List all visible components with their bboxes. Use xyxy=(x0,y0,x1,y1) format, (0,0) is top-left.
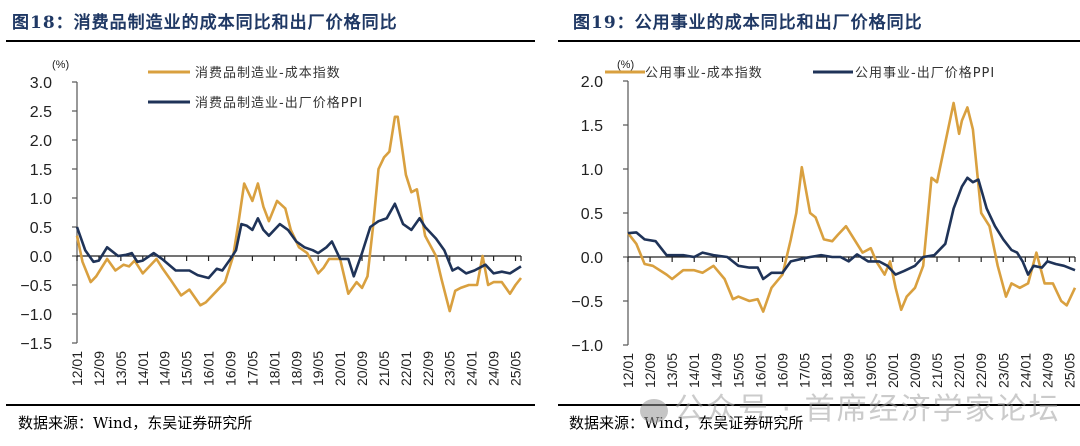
x-tick-label: 20/09 xyxy=(907,353,923,388)
x-tick-label: 18/09 xyxy=(288,351,304,386)
y-tick-label: 2.5 xyxy=(30,104,52,121)
source-divider xyxy=(558,404,1080,406)
x-tick-label: 25/05 xyxy=(508,351,524,386)
x-tick-label: 22/01 xyxy=(951,353,967,388)
y-tick-label: 0.5 xyxy=(30,220,52,237)
x-tick-label: 17/05 xyxy=(797,353,813,388)
x-tick-label: 14/01 xyxy=(135,351,151,386)
x-tick-label: 22/09 xyxy=(973,353,989,388)
source-note: 数据来源：Wind，东吴证券研究所 xyxy=(18,414,253,432)
y-tick-label: 2.0 xyxy=(30,133,52,150)
x-tick-label: 16/01 xyxy=(752,353,768,388)
x-tick-label: 12/09 xyxy=(642,353,658,388)
cost-index-line xyxy=(626,101,1077,313)
x-tick-label: 20/01 xyxy=(332,351,348,386)
x-tick-label: 24/09 xyxy=(486,351,502,386)
x-tick-label: 25/05 xyxy=(1061,353,1077,388)
x-tick-label: 14/09 xyxy=(708,353,724,388)
x-tick-label: 20/09 xyxy=(354,351,370,386)
figure-19-panel: 图19：公用事业的成本同比和出厂价格同比 2.0 1.5 1.0 0.5 0.0 −0.5… xyxy=(545,0,1080,446)
y-tick-label: −0.5 xyxy=(571,294,603,311)
x-tick-label: 23/05 xyxy=(442,351,458,386)
x-tick-label: 16/01 xyxy=(201,351,217,386)
y-tick-label: 3.0 xyxy=(30,75,52,92)
x-tick-label: 13/05 xyxy=(664,353,680,388)
x-tick-label: 14/01 xyxy=(686,353,702,388)
legend-label: 消费品制造业-出厂价格PPI xyxy=(195,95,363,111)
x-tick-label: 16/09 xyxy=(775,353,791,388)
legend-label: 公用事业-出厂价格PPI xyxy=(855,65,995,81)
source-note: 数据来源：Wind，东吴证券研究所 xyxy=(569,414,804,432)
title-divider xyxy=(558,40,1080,42)
x-tick-label: 13/05 xyxy=(113,351,129,386)
y-tick-label: −1.0 xyxy=(571,338,603,355)
y-tick-label: 0.0 xyxy=(581,250,603,267)
y-tick-label: −1.0 xyxy=(20,307,52,324)
x-tick-label: 18/09 xyxy=(841,353,857,388)
x-tick-label: 19/05 xyxy=(310,351,326,386)
x-tick-label: 18/01 xyxy=(266,351,282,386)
y-tick-label: 0.5 xyxy=(581,206,603,223)
x-tick-label: 15/05 xyxy=(179,351,195,386)
y-axis-unit: (%) xyxy=(52,59,69,71)
x-tick-label: 24/01 xyxy=(1017,353,1033,388)
x-tick-label: 20/01 xyxy=(885,353,901,388)
x-tick-label: 12/01 xyxy=(620,353,636,388)
x-tick-label: 24/09 xyxy=(1039,353,1055,388)
y-tick-label: −0.5 xyxy=(20,278,52,295)
figure-title: 图18：消费品制造业的成本同比和出厂价格同比 xyxy=(12,13,398,33)
x-tick-label: 21/05 xyxy=(929,353,945,388)
x-tick-label: 12/01 xyxy=(69,351,85,386)
y-tick-label: 2.0 xyxy=(581,74,603,91)
y-tick-label: 1.5 xyxy=(581,118,603,135)
x-tick-label: 17/05 xyxy=(244,351,260,386)
x-tick-label: 15/05 xyxy=(730,353,746,388)
title-divider xyxy=(6,40,535,42)
x-tick-label: 21/05 xyxy=(376,351,392,386)
x-tick-label: 18/01 xyxy=(819,353,835,388)
y-tick-label: 1.5 xyxy=(30,162,52,179)
y-tick-label: 1.0 xyxy=(581,162,603,179)
x-tick-label: 22/09 xyxy=(420,351,436,386)
legend-label: 消费品制造业-成本指数 xyxy=(195,66,341,81)
cost-index-line xyxy=(75,115,523,313)
figure-title: 图19：公用事业的成本同比和出厂价格同比 xyxy=(573,13,923,33)
y-tick-label: 1.0 xyxy=(30,191,52,208)
source-divider xyxy=(6,404,535,406)
ppi-line xyxy=(75,202,522,280)
y-tick-label: 0.0 xyxy=(30,249,52,266)
x-tick-label: 16/09 xyxy=(222,351,238,386)
figure-18-panel: 图18：消费品制造业的成本同比和出厂价格同比 3.0 2.5 2.0 1.5 1.0 0.… xyxy=(0,0,535,446)
x-tick-label: 19/05 xyxy=(863,353,879,388)
utilities-chart: 2.0 1.5 1.0 0.5 0.0 −0.5 −1.0 (%) 12/01 12/09 13/0… xyxy=(571,59,1077,388)
legend-label: 公用事业-成本指数 xyxy=(645,66,763,81)
x-tick-label: 22/01 xyxy=(398,351,414,386)
x-tick-label: 24/01 xyxy=(464,351,480,386)
y-axis-unit: (%) xyxy=(617,59,634,71)
x-tick-label: 14/09 xyxy=(157,351,173,386)
ppi-line xyxy=(627,176,1076,281)
y-tick-label: −1.5 xyxy=(20,336,52,353)
x-tick-label: 12/09 xyxy=(91,351,107,386)
consumer-goods-chart: 3.0 2.5 2.0 1.5 1.0 0.5 0.0 −0.5 −1.0 −1.5 (%) 12/0… xyxy=(20,59,524,386)
x-tick-label: 23/05 xyxy=(995,353,1011,388)
